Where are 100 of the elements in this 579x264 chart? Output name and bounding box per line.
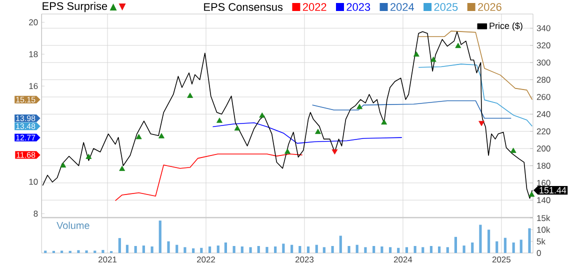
bar <box>200 248 203 253</box>
bar <box>176 244 178 253</box>
bar <box>405 247 408 253</box>
bar <box>240 246 244 253</box>
x-tick-label: 2025 <box>492 256 510 263</box>
line-series <box>312 100 512 119</box>
point <box>234 125 240 131</box>
y2-tick-label: 260 <box>536 94 550 100</box>
point <box>381 119 388 125</box>
bar <box>520 240 522 253</box>
bar <box>339 236 342 253</box>
bar <box>282 244 285 253</box>
point <box>510 148 516 153</box>
bar <box>528 228 531 253</box>
point <box>284 148 290 154</box>
line-series <box>418 30 533 100</box>
legend-label: Price ($) <box>490 22 522 31</box>
bar <box>249 247 252 253</box>
bar <box>142 246 145 253</box>
bar <box>471 242 474 253</box>
bar <box>158 220 162 253</box>
point <box>455 42 462 48</box>
bar <box>438 246 441 253</box>
bar <box>184 247 186 253</box>
bar <box>462 246 466 253</box>
y-tick-label: 20 <box>29 19 38 26</box>
bar <box>224 242 227 253</box>
y-tick-label: 15k <box>537 214 550 222</box>
bar <box>315 244 318 253</box>
data-label: 151.44 <box>540 187 566 194</box>
point <box>314 128 321 134</box>
legend-title: EPS Consensus <box>204 3 283 11</box>
bar <box>118 238 121 253</box>
y2-tick-label: 280 <box>536 76 550 83</box>
chart-title: Volume <box>56 222 90 230</box>
bar <box>414 246 416 253</box>
line-series <box>418 64 533 127</box>
bar <box>298 246 302 253</box>
bar <box>192 248 195 253</box>
x-tick-label: 2023 <box>295 256 314 263</box>
y-tick-label: 5k <box>536 238 546 244</box>
legend-label: 2026 <box>478 3 502 11</box>
point <box>158 133 164 138</box>
y2-tick-label: 300 <box>536 60 550 66</box>
legend-label: 2024 <box>390 3 414 11</box>
bar <box>77 250 80 253</box>
bar <box>446 247 449 253</box>
legend-label: 2022 <box>302 3 326 11</box>
y2-tick-label: 160 <box>537 180 550 186</box>
bar <box>232 246 236 253</box>
y2-tick-label: 180 <box>537 162 550 169</box>
y2-tick-label: 340 <box>536 25 550 32</box>
bar <box>504 238 507 253</box>
bar <box>266 246 268 253</box>
bar <box>126 244 129 253</box>
bar <box>487 230 490 253</box>
point <box>413 51 420 57</box>
bar <box>102 250 104 253</box>
bar <box>372 246 376 253</box>
bar <box>454 236 457 253</box>
legend-label: 2025 <box>434 3 458 11</box>
bar <box>388 247 392 253</box>
point <box>136 134 142 140</box>
y2-tick-label: 200 <box>536 146 550 152</box>
y2-tick-label: 220 <box>536 128 550 134</box>
bar <box>422 247 424 253</box>
bar <box>364 247 367 253</box>
y-tick-label: 18 <box>29 51 38 58</box>
line-series <box>212 122 402 144</box>
bar <box>512 242 515 253</box>
legend-label: 2023 <box>346 3 370 11</box>
bar <box>397 248 400 253</box>
y2-tick-label: 320 <box>536 42 550 48</box>
x-tick-label: 2024 <box>394 256 412 263</box>
bar <box>257 246 260 253</box>
bar <box>479 224 482 253</box>
bar <box>85 250 88 253</box>
point <box>187 92 194 98</box>
y-tick-label: 0 <box>536 250 541 256</box>
bar <box>290 244 294 253</box>
bar <box>430 246 433 253</box>
point <box>119 166 126 171</box>
x-tick-label: 2021 <box>98 256 117 263</box>
y-tick-label: 10k <box>537 226 550 233</box>
point <box>216 118 222 123</box>
bar <box>167 241 170 253</box>
point <box>356 104 362 110</box>
bar <box>150 246 154 253</box>
y2-tick-label: 140 <box>537 197 550 204</box>
bar <box>216 246 220 253</box>
x-tick-label: 2022 <box>197 256 215 263</box>
y-tick-label: 16 <box>29 83 38 90</box>
y-tick-label: 10 <box>29 178 38 185</box>
point <box>60 162 66 168</box>
chart-title: EPS Surprise <box>42 2 108 12</box>
y-tick-label: 8 <box>34 210 38 217</box>
point <box>528 192 535 197</box>
bar <box>274 246 277 253</box>
bar <box>208 246 212 253</box>
bar <box>331 246 334 253</box>
